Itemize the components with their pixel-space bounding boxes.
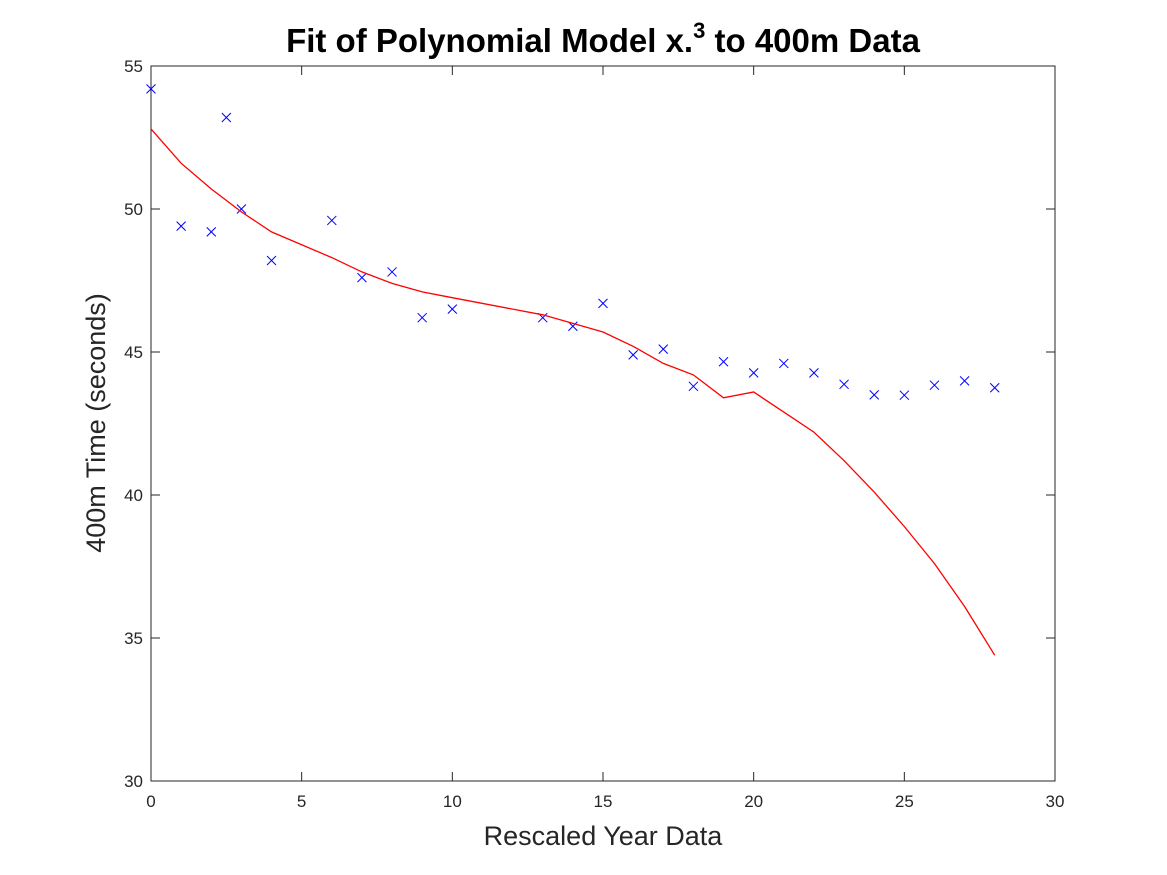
y-tick-label: 40 [124, 486, 143, 505]
data-point [628, 350, 638, 360]
data-point [929, 380, 940, 391]
x-tick-label: 5 [297, 792, 306, 811]
data-point [809, 368, 819, 378]
data-point [326, 215, 337, 226]
data-point [357, 272, 367, 283]
data-point [899, 390, 910, 401]
plot-area [150, 65, 1056, 782]
x-tick-label: 15 [594, 792, 613, 811]
fit-curve [150, 128, 996, 656]
x-tick-label: 20 [744, 792, 763, 811]
data-point [146, 84, 156, 94]
data-point [778, 358, 789, 369]
x-axis-label: Rescaled Year Data [484, 821, 724, 851]
data-point [266, 255, 277, 266]
data-point [236, 204, 247, 214]
data-point [598, 298, 608, 309]
y-tick-label: 45 [124, 343, 143, 362]
y-ticks: 30 35 40 45 50 55 [124, 57, 1055, 791]
data-point [869, 390, 880, 400]
x-tick-label: 30 [1046, 792, 1065, 811]
series-layer [146, 84, 1000, 656]
data-point [568, 321, 578, 332]
x-tick-label: 25 [895, 792, 914, 811]
data-point [718, 356, 729, 367]
chart-title: Fit of Polynomial Model x.3 to 400m Data [286, 18, 921, 59]
data-point [658, 344, 669, 354]
y-tick-label: 35 [124, 629, 143, 648]
x-ticks: 0 5 10 15 20 25 30 [146, 66, 1064, 811]
y-tick-label: 55 [124, 57, 143, 76]
y-tick-label: 50 [124, 200, 143, 219]
data-point [959, 376, 970, 386]
y-tick-label: 30 [124, 772, 143, 791]
data-point [417, 312, 428, 323]
y-axis-label: 400m Time (seconds) [81, 293, 111, 553]
data-point [221, 112, 232, 123]
data-point [839, 379, 849, 390]
x-tick-label: 10 [443, 792, 462, 811]
data-point [176, 221, 186, 232]
data-point [447, 304, 458, 314]
data-point [206, 227, 217, 237]
data-point [387, 267, 397, 277]
data-point [748, 368, 759, 378]
x-tick-label: 0 [146, 792, 155, 811]
data-point [989, 382, 1000, 393]
data-point [688, 381, 699, 392]
